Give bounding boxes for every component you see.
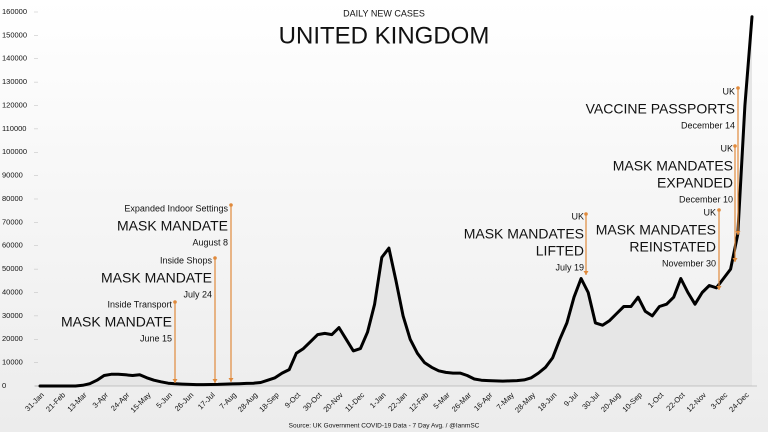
y-tick-label: 10000 (2, 358, 23, 367)
annotation-date: July 19 (555, 262, 584, 272)
annotation-context: UK (703, 207, 716, 217)
y-tick-label: 90000 (2, 171, 23, 180)
annotation-dot (717, 208, 721, 212)
y-tick-label: 150000 (2, 30, 27, 39)
annotation-headline: MASK MANDATES (613, 158, 733, 174)
annotation-headline: MASK MANDATE (61, 314, 172, 330)
annotation-date: December 10 (679, 194, 733, 204)
annotation-context: UK (720, 143, 733, 153)
y-tick-label: 160000 (2, 7, 27, 16)
y-tick-label: 0 (2, 381, 6, 390)
annotation-arrowhead (716, 286, 722, 290)
annotation-headline: MASK MANDATE (101, 270, 212, 286)
y-tick-label: 100000 (2, 147, 27, 156)
y-tick-label: 110000 (2, 124, 26, 133)
y-tick-label: 140000 (2, 54, 27, 63)
annotation-context: Inside Transport (107, 299, 172, 309)
area (40, 16, 752, 386)
annotation-headline: VACCINE PASSPORTS (586, 101, 735, 117)
annotation-context: Expanded Indoor Settings (124, 203, 228, 213)
annotation-arrowhead (228, 378, 234, 382)
annotation-headline: MASK MANDATES (596, 222, 716, 238)
y-tick-label: 30000 (2, 311, 23, 320)
y-tick-label: 130000 (2, 77, 27, 86)
y-tick-label: 20000 (2, 334, 23, 343)
annotation-headline: MASK MANDATES (464, 226, 584, 242)
source-note: Source: UK Government COVID-19 Data - 7 … (289, 423, 480, 430)
annotation-dot (213, 256, 217, 260)
annotation-dot (736, 86, 740, 90)
chart-title: DAILY NEW CASES (343, 8, 425, 18)
annotation-dot (173, 300, 177, 304)
chart-subtitle: UNITED KINGDOM (279, 22, 490, 49)
y-tick-label: 50000 (2, 264, 23, 273)
y-tick-label: 70000 (2, 217, 23, 226)
annotation-arrowhead (583, 271, 589, 275)
annotation-date: June 15 (140, 333, 172, 343)
annotation-dot (584, 212, 588, 216)
annotation-headline: REINSTATED (629, 239, 716, 255)
annotation-context: Inside Shops (160, 255, 213, 265)
annotation-context: UK (722, 86, 735, 96)
y-tick-label: 120000 (2, 100, 27, 109)
annotation-arrowhead (735, 231, 741, 235)
line (38, 15, 754, 388)
y-tick-label: 60000 (2, 241, 23, 250)
annotation-headline: LIFTED (536, 243, 584, 259)
annotation-arrowhead (172, 379, 178, 383)
annotation-headline: EXPANDED (657, 175, 733, 191)
annotation-arrowhead (212, 379, 218, 383)
annotation-dot (733, 144, 737, 148)
y-tick-label: 40000 (2, 287, 23, 296)
annotation-arrowhead (732, 258, 738, 262)
annotation-date: August 8 (192, 237, 228, 247)
annotation-date: July 24 (183, 289, 212, 299)
annotation-date: November 30 (662, 258, 716, 268)
annotation-headline: MASK MANDATE (117, 218, 228, 234)
annotation-context: UK (571, 211, 584, 221)
annotation-dot (229, 203, 233, 207)
y-tick-label: 80000 (2, 194, 23, 203)
annotation-date: December 14 (681, 120, 735, 130)
